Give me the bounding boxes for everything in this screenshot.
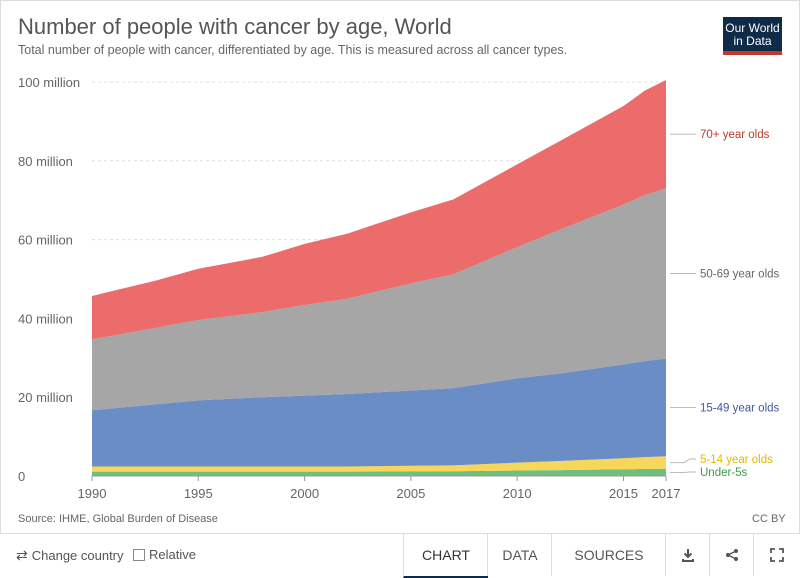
y-tick-label: 0 (18, 469, 25, 484)
tab-chart[interactable]: CHART (403, 534, 488, 578)
x-tick-label: 2005 (396, 486, 425, 501)
license-label[interactable]: CC BY (752, 513, 786, 525)
x-tick-label: 2015 (609, 486, 638, 501)
relative-label: Relative (149, 547, 196, 562)
x-tick-label: 2000 (290, 486, 319, 501)
series-label: 70+ year olds (700, 129, 770, 141)
relative-toggle[interactable]: Relative (133, 547, 196, 562)
series-label: 50-69 year olds (700, 268, 780, 280)
share-button[interactable] (709, 534, 754, 576)
change-country-button[interactable]: ⇄ Change country (16, 547, 124, 564)
relative-checkbox[interactable] (133, 549, 145, 561)
fullscreen-button[interactable] (753, 534, 800, 576)
fullscreen-icon (770, 548, 784, 562)
label-connector (670, 459, 696, 463)
x-tick-label: 1995 (184, 486, 213, 501)
source-note[interactable]: Source: IHME, Global Burden of Disease (18, 513, 218, 525)
series-label: 15-49 year olds (700, 402, 780, 414)
tab-chart-label: CHART (422, 547, 470, 563)
controls-bar: ⇄ Change country Relative CHART DATA SOU… (0, 533, 800, 578)
share-icon (725, 548, 739, 562)
x-tick-label: 2017 (652, 486, 681, 501)
change-country-label: Change country (32, 548, 124, 563)
y-tick-label: 60 million (18, 233, 73, 248)
download-icon (681, 548, 695, 562)
tab-sources-label: SOURCES (574, 547, 643, 563)
x-tick-label: 2010 (503, 486, 532, 501)
tab-data[interactable]: DATA (487, 534, 552, 576)
y-tick-label: 80 million (18, 154, 73, 169)
download-button[interactable] (665, 534, 710, 576)
tab-sources[interactable]: SOURCES (551, 534, 666, 576)
y-tick-label: 20 million (18, 390, 73, 405)
x-tick-label: 1990 (78, 486, 107, 501)
series-label: 5-14 year olds (700, 454, 773, 466)
y-tick-label: 100 million (18, 75, 80, 90)
tab-data-label: DATA (502, 547, 537, 563)
y-tick-label: 40 million (18, 311, 73, 326)
area-chart: 0 20 million 40 million 60 million 80 millio… (0, 0, 800, 533)
swap-arrows-icon: ⇄ (16, 547, 28, 564)
series-label: Under-5s (700, 467, 748, 479)
